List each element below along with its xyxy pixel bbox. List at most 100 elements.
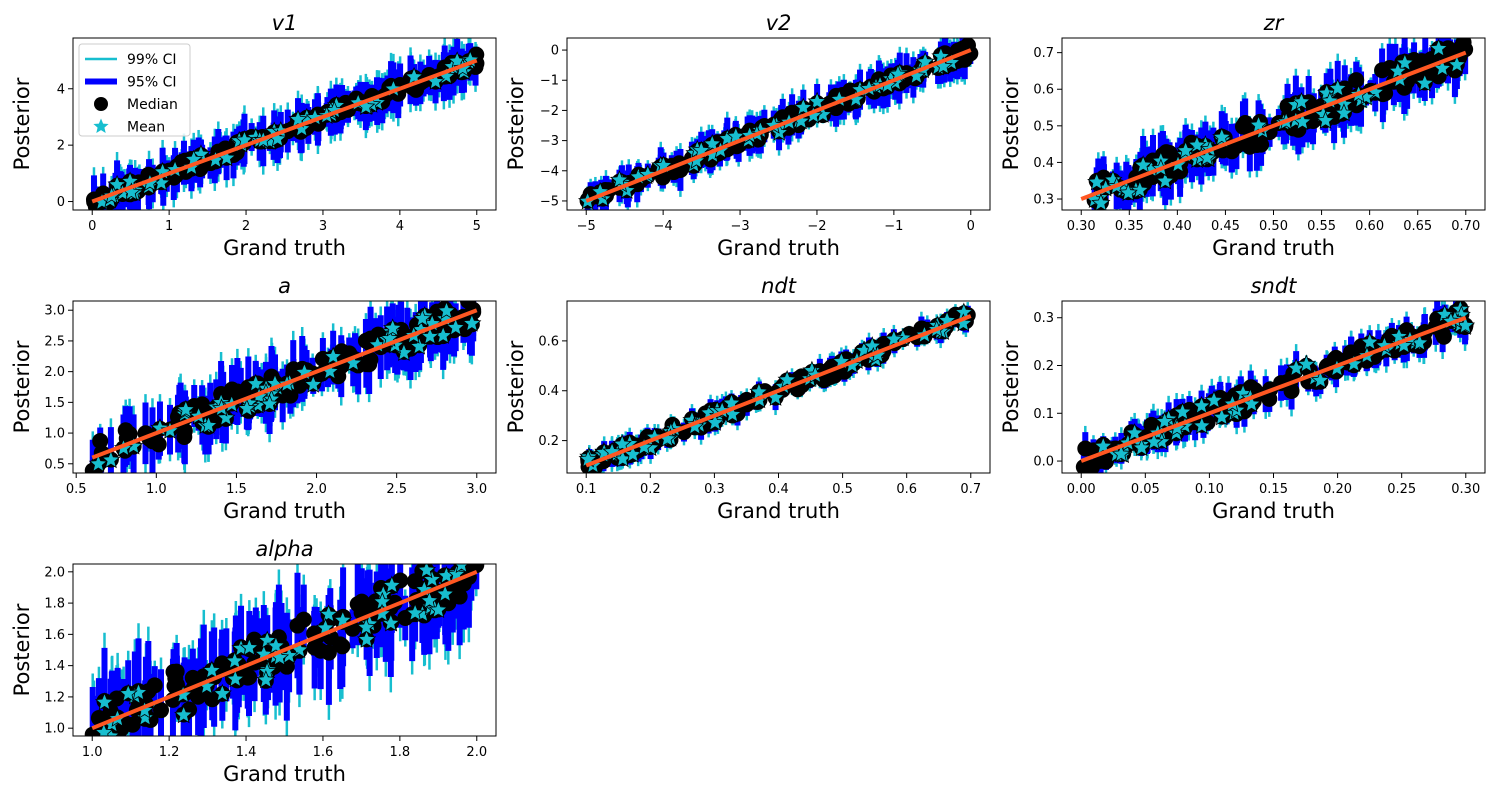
mean-point bbox=[1144, 432, 1164, 451]
y-axis-label: Posterior bbox=[999, 77, 1023, 170]
x-tick-label: 0.2 bbox=[640, 482, 661, 497]
y-tick-label: 0.3 bbox=[1033, 193, 1054, 208]
mean-point bbox=[1447, 54, 1467, 73]
mean-point bbox=[1334, 103, 1354, 122]
x-tick-label: −4 bbox=[654, 219, 673, 234]
mean-point bbox=[357, 629, 377, 648]
y-tick-label: 0.2 bbox=[1033, 359, 1054, 374]
mean-point bbox=[793, 97, 813, 116]
mean-point bbox=[382, 575, 402, 594]
mean-point bbox=[405, 603, 425, 622]
plot-marks bbox=[578, 302, 976, 473]
mean-point bbox=[419, 590, 440, 609]
identity-line bbox=[91, 58, 478, 204]
mean-point bbox=[383, 318, 403, 337]
mean-point bbox=[1133, 155, 1153, 174]
identity-line bbox=[1080, 50, 1467, 201]
mean-point bbox=[1155, 411, 1175, 430]
y-tick-label: 0.4 bbox=[1033, 156, 1054, 171]
mean-point bbox=[176, 399, 196, 418]
x-tick-label: 0.65 bbox=[1403, 219, 1432, 234]
median-point bbox=[1348, 72, 1365, 89]
identity-line bbox=[585, 314, 972, 468]
y-axis-label: Posterior bbox=[10, 603, 34, 696]
y-tick-label: 0.6 bbox=[538, 334, 559, 349]
median-point bbox=[176, 428, 193, 445]
identity-line bbox=[585, 48, 972, 203]
mean-point bbox=[433, 325, 453, 344]
y-tick-label: 0.4 bbox=[538, 384, 559, 399]
median-point bbox=[334, 638, 351, 655]
x-tick-label: −5 bbox=[577, 219, 596, 234]
median-point bbox=[1077, 440, 1094, 457]
y-tick-label: 1.5 bbox=[44, 396, 65, 411]
mean-point bbox=[239, 637, 259, 656]
mean-point bbox=[1118, 182, 1138, 202]
x-axis-label: Grand truth bbox=[717, 236, 840, 260]
median-point bbox=[204, 691, 221, 708]
x-tick-label: 0.30 bbox=[1451, 482, 1480, 497]
x-tick-label: 0.15 bbox=[1259, 482, 1288, 497]
median-point bbox=[289, 617, 306, 634]
y-tick-label: 1.2 bbox=[44, 690, 65, 705]
mean-point bbox=[1091, 193, 1111, 210]
x-tick-label: −3 bbox=[730, 219, 749, 234]
y-tick-label: 0 bbox=[551, 44, 559, 59]
x-tick-label: 0.25 bbox=[1387, 482, 1416, 497]
mean-point bbox=[94, 692, 115, 711]
panel-title: v1 bbox=[272, 11, 298, 35]
x-tick-label: 0.10 bbox=[1195, 482, 1224, 497]
legend: 99% CI 95% CI Median Mean bbox=[78, 43, 191, 137]
panel-0: 0 1 2 3 4 5 0 2 4 v1 Grand truth Posterior 99% CI 95%… bbox=[10, 11, 497, 260]
panel-title: ndt bbox=[761, 274, 797, 298]
x-tick-label: 0.60 bbox=[1355, 219, 1384, 234]
mean-point bbox=[212, 683, 232, 702]
median-point bbox=[1253, 136, 1270, 153]
y-tick-label: 0.6 bbox=[1033, 83, 1054, 98]
median-point bbox=[465, 546, 481, 562]
legend-label: 99% CI bbox=[127, 52, 176, 68]
mean-point bbox=[1212, 127, 1232, 146]
panel-title: zr bbox=[1263, 11, 1285, 35]
panel-title: alpha bbox=[255, 537, 313, 561]
y-tick-label: 2.0 bbox=[44, 565, 65, 580]
axes-frame bbox=[566, 37, 991, 211]
mean-point bbox=[319, 604, 339, 623]
plot-marks bbox=[84, 546, 485, 736]
mean-point bbox=[174, 705, 194, 724]
mean-point bbox=[1125, 423, 1145, 442]
y-tick-label: 0.1 bbox=[1033, 407, 1054, 422]
mean-point bbox=[1155, 171, 1175, 190]
mean-point bbox=[422, 569, 442, 588]
mean-point bbox=[256, 670, 276, 689]
x-tick-label: 0.3 bbox=[704, 482, 725, 497]
mean-point bbox=[266, 635, 286, 655]
x-tick-label: 5 bbox=[473, 219, 481, 234]
x-tick-label: 1.4 bbox=[236, 745, 257, 760]
mean-point bbox=[1388, 61, 1408, 80]
mean-point bbox=[436, 301, 457, 320]
x-tick-label: 1.0 bbox=[82, 745, 103, 760]
x-tick-label: 0.6 bbox=[896, 482, 917, 497]
mean-point bbox=[323, 346, 343, 365]
mean-point bbox=[246, 373, 266, 393]
panel-2: 0.30 0.35 0.40 0.45 0.50 0.55 0.60 0.65 0.70 0.3 0… bbox=[999, 11, 1486, 260]
mean-point bbox=[1130, 180, 1150, 199]
x-tick-label: 1.6 bbox=[313, 745, 334, 760]
plot-marks bbox=[84, 301, 482, 473]
mean-point bbox=[1111, 444, 1131, 463]
median-point bbox=[1374, 62, 1391, 79]
y-tick-label: −3 bbox=[540, 134, 559, 149]
x-tick-label: 1.2 bbox=[159, 745, 180, 760]
x-tick-label: 0.30 bbox=[1067, 219, 1096, 234]
x-tick-label: 0.5 bbox=[832, 482, 853, 497]
y-axis-label: Posterior bbox=[10, 77, 34, 170]
y-tick-label: 0 bbox=[57, 195, 65, 210]
mean-point bbox=[225, 651, 245, 670]
median-point bbox=[1234, 118, 1251, 135]
y-tick-label: −1 bbox=[540, 74, 559, 89]
mean-point bbox=[1328, 78, 1348, 97]
mean-point bbox=[1192, 415, 1212, 435]
legend-mean-swatch bbox=[93, 118, 109, 133]
